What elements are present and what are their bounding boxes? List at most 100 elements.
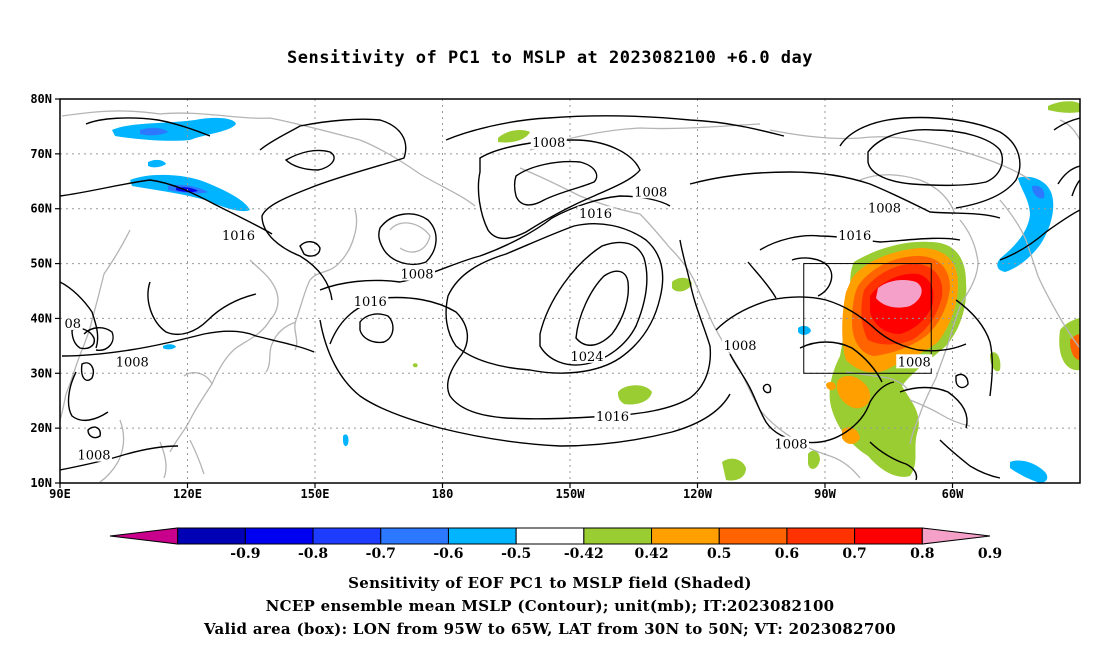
contour-label: 1008 [774,438,807,453]
contour-label-bg [594,409,631,424]
isobar [1071,179,1080,197]
contour-label-bg [114,354,151,369]
positive-shading-patch [672,277,692,292]
contour-label: 1008 [634,185,667,200]
colorbar-label: -0.8 [298,546,328,562]
negative-shading-patch [997,176,1054,272]
lat-tick-label: 20N [30,421,52,435]
lon-tick-label: 120E [173,487,202,501]
colorbar-max-arrow [921,527,991,545]
negative-shading-core [140,127,168,136]
contour-label: 1008 [898,355,931,370]
lat-tick-label: 60N [30,202,52,216]
isobar [762,383,772,394]
isobar [747,261,777,299]
isobar [955,299,993,397]
footer-line-1: Sensitivity of EOF PC1 to MSLP field (Sh… [348,574,752,592]
colorbar-label: -0.42 [564,546,604,562]
negative-shading-patch [343,434,349,447]
isobar [869,441,918,481]
colorbar-segment [583,527,653,545]
map-title: Sensitivity of PC1 to MSLP at 2023082100… [286,48,813,68]
contour-labels: 1008 1008 1016 1008 1016 1016 1008 1016 08 1024 10… [62,134,933,464]
isobar [1057,165,1080,185]
isobar [71,327,95,350]
sensitivity-shading [112,101,1080,483]
isobar [445,115,785,141]
contour-label-bg [352,293,389,308]
colorbar-label: 0.5 [707,546,731,562]
lon-tick-label: 90W [814,487,836,501]
colorbar-segment [854,527,923,545]
isobar [867,129,1004,187]
contour-label: 1016 [838,229,871,244]
longitude-axis: 90E 120E 150E 180 150W 120W 90W 60W [49,483,964,501]
lat-tick-label: 70N [30,147,52,161]
isobar [939,439,1001,479]
positive-shading-peak [876,280,922,308]
contour-label-bg [399,266,435,281]
lon-tick-label: 150W [556,487,586,501]
isobar [60,445,179,471]
isobar [799,341,883,383]
isobar [445,223,664,374]
footer-line-3: Valid area (box): LON from 95W to 65W, L… [203,620,897,638]
isobar [689,171,1001,219]
lon-tick-label: 150E [301,487,330,501]
contour-label-bg [836,228,873,243]
mslp-contours [60,115,1080,481]
contour-label-bg [76,447,112,462]
contour-label-bg [577,206,614,221]
contour-label: 1016 [354,295,387,310]
contour-label: 1024 [570,350,603,365]
colorbar-segment [312,527,382,545]
isobar [955,373,969,389]
contour-label: 1016 [596,410,629,425]
valid-area-box [803,263,932,374]
isobar [575,270,630,346]
colorbar-segment [177,527,246,545]
lat-tick-label: 80N [30,92,52,106]
isobar [1053,117,1080,131]
positive-shading-patch [498,130,530,143]
isobar [284,149,335,171]
contour-label: 1008 [116,355,149,370]
negative-shading-patch [112,117,236,141]
positive-shading-patch [1048,101,1080,113]
positive-shading-patch [1070,334,1080,360]
isobar [477,139,641,240]
negative-shading-patch [798,325,811,335]
isobar [513,160,598,206]
colorbar-min-arrow [109,527,179,545]
contour-label-bg [896,354,933,369]
lat-tick-label: 50N [30,257,52,271]
contour-label-bg [220,228,257,243]
positive-shading-orange [826,381,836,391]
isobar [715,296,967,352]
contour-label: 1008 [868,202,901,217]
colorbar-segment [380,527,449,545]
isobar [67,371,109,422]
lon-tick-label: 60W [942,487,964,501]
contour-label: 1008 [723,339,756,354]
contour-label-bg [866,200,903,215]
lat-tick-label: 10N [30,476,52,490]
isobar [60,281,99,349]
contour-label: 1016 [579,207,612,222]
latitude-axis: 80N 70N 60N 50N 40N 30N 20N 10N [30,92,60,490]
positive-shading-patch [722,458,746,481]
lat-tick-label: 30N [30,366,52,380]
isobar [999,209,1080,261]
colorbar-label: -0.5 [501,546,531,562]
negative-shading-patch [1010,460,1048,483]
contour-label-bg [62,315,83,330]
lon-tick-label: 120W [683,487,713,501]
isobar [359,313,394,344]
isobar [791,257,833,297]
isobar [839,116,1021,209]
colorbar-label: -0.6 [433,546,463,562]
positive-shading-orange [836,375,871,409]
isobar [259,118,407,301]
colorbar-label: 0.8 [910,546,934,562]
